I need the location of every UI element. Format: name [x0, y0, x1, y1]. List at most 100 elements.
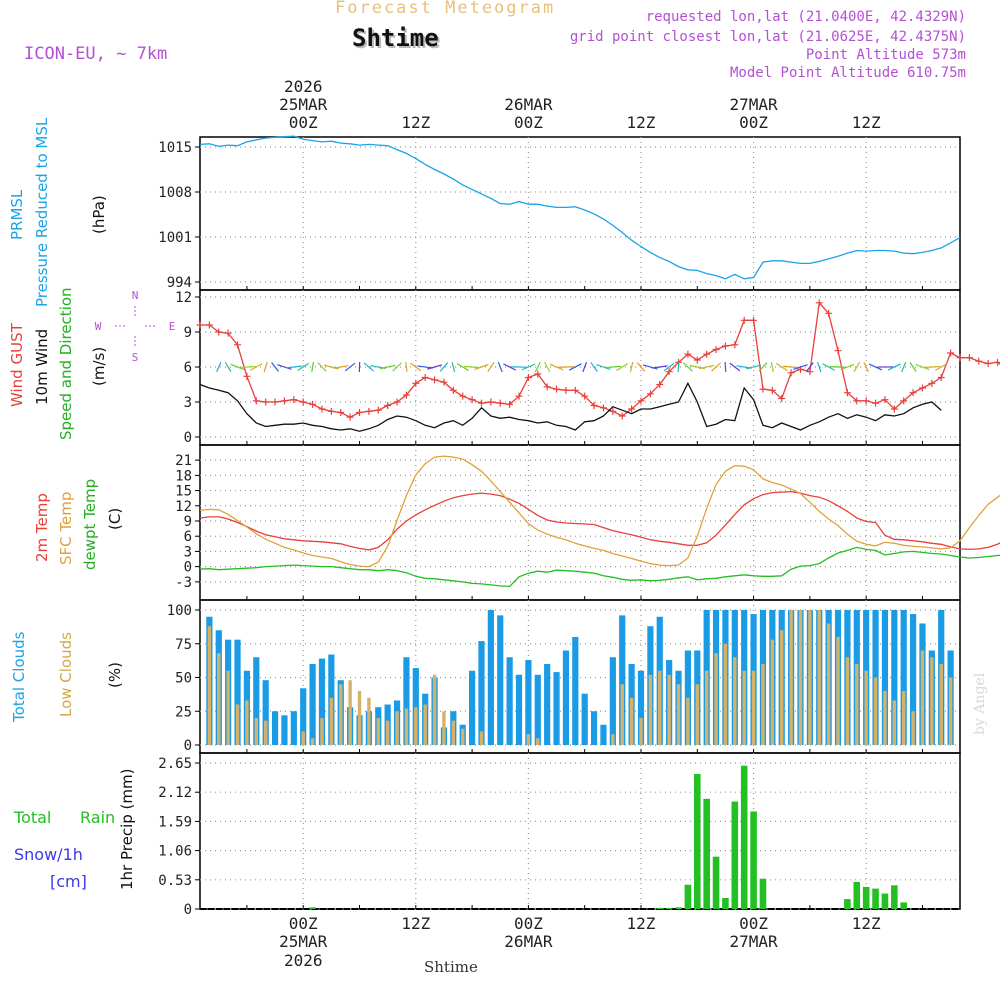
- compass-north: N: [132, 289, 139, 302]
- gust-marker: [843, 389, 851, 397]
- ytick-label: 0: [184, 738, 192, 754]
- gust-marker: [290, 396, 298, 404]
- low-cloud-bar: [385, 720, 390, 745]
- gust-marker: [356, 409, 364, 416]
- gust-marker: [750, 316, 758, 324]
- wind-arrow: [770, 361, 774, 373]
- total-cloud-bar: [309, 664, 316, 745]
- pressure-panel: 994 1001 1008 1015: [158, 135, 961, 291]
- ytick-label: 18: [175, 468, 192, 484]
- ytick-label: 15: [175, 484, 192, 500]
- ytick-label: 1.59: [158, 814, 192, 830]
- low-cloud-bar: [817, 610, 821, 745]
- ytick-label: 1008: [158, 185, 192, 201]
- gust-marker: [571, 386, 579, 394]
- low-cloud-bar: [808, 610, 812, 745]
- total-cloud-bar: [581, 693, 588, 745]
- top-year-label: 2026: [284, 77, 323, 96]
- wind-arrow: [464, 365, 481, 369]
- compass-lines: [113, 304, 157, 348]
- wind10m-line: [199, 381, 942, 432]
- ytick-label: 1015: [158, 140, 192, 156]
- wind-arrow: [783, 365, 800, 369]
- gust-marker: [834, 347, 842, 355]
- wind-arrow: [238, 365, 255, 369]
- wind-arrow: [317, 362, 327, 372]
- gust-marker: [806, 368, 814, 376]
- low-cloud-bar: [217, 653, 221, 745]
- total-cloud-bar: [412, 668, 419, 745]
- gust-marker: [496, 399, 504, 407]
- low-cloud-bar: [667, 674, 671, 745]
- bottom-year-label: 2026: [284, 951, 323, 970]
- wind-arrow: [216, 361, 222, 373]
- wind-arrow: [456, 363, 469, 371]
- gust-marker: [205, 321, 213, 329]
- wind-arrow: [822, 363, 835, 371]
- ytick-label: 25: [175, 704, 192, 720]
- top-time-label: 00Z: [514, 113, 543, 132]
- gust-marker: [609, 407, 617, 415]
- requested-location: requested lon,lat (21.0400E, 42.4329N): [645, 9, 966, 25]
- gust-marker: [271, 398, 279, 406]
- low-cloud-bar: [761, 664, 765, 745]
- ytick-label: 9: [184, 325, 192, 341]
- gust-marker: [994, 358, 1000, 366]
- wind-arrow: [616, 362, 629, 372]
- low-cloud-bar: [620, 684, 624, 745]
- gust-marker: [337, 409, 345, 416]
- gust-marker: [703, 350, 711, 358]
- wind-arrow: [497, 361, 503, 373]
- low-cloud-bar: [629, 697, 634, 745]
- wind-arrow: [224, 362, 232, 372]
- low-cloud-bar: [526, 734, 531, 745]
- wind-arrow: [806, 362, 814, 372]
- low-cloud-bar: [310, 738, 315, 745]
- total-cloud-bar: [525, 659, 532, 745]
- wind-arrow: [230, 363, 245, 371]
- top-date-label: 27MAR: [729, 95, 778, 114]
- gust-marker: [402, 391, 410, 399]
- gust-marker: [965, 354, 973, 362]
- panel-frame: [199, 444, 961, 601]
- low-cloud-bar: [648, 674, 653, 745]
- low-cloud-bar: [742, 670, 746, 745]
- gust-marker: [243, 372, 251, 380]
- low-cloud-bar: [254, 718, 258, 745]
- gust-marker: [543, 383, 551, 391]
- total-cloud-bar: [487, 610, 494, 745]
- wind-arrow: [830, 366, 847, 368]
- rain-bar: [656, 907, 664, 909]
- gust-marker: [224, 329, 232, 337]
- low-cloud-bar: [320, 718, 324, 745]
- ytick-label: 3: [184, 395, 192, 411]
- bottom-time-label: 12Z: [401, 914, 430, 933]
- low-cloud-bar: [873, 677, 878, 745]
- ytick-label: -3: [175, 575, 192, 591]
- low-cloud-bar: [733, 657, 737, 745]
- wind-arrow: [582, 361, 588, 373]
- gust-marker: [309, 400, 317, 408]
- wind-arrow: [590, 362, 598, 372]
- top-time-label: 00Z: [739, 113, 768, 132]
- wind-arrow: [521, 363, 536, 371]
- total-cloud-bar: [637, 670, 645, 745]
- gust-marker: [712, 346, 720, 353]
- gust-marker: [196, 321, 204, 329]
- low-cloud-bar: [226, 670, 230, 745]
- wind-arrow: [901, 361, 907, 373]
- gust-marker: [262, 398, 270, 406]
- low-cloud-bar: [367, 697, 371, 745]
- ytick-label: 1001: [158, 230, 192, 246]
- wind-arrow: [853, 361, 861, 373]
- gust-marker: [534, 370, 542, 378]
- gust-marker: [506, 400, 514, 408]
- top-time-label: 12Z: [852, 113, 881, 132]
- ytick-label: 6: [184, 360, 192, 376]
- wind-arrow: [887, 363, 901, 371]
- low-cloud-bar: [414, 707, 418, 745]
- gust-marker: [872, 399, 880, 407]
- wind-arrow: [534, 361, 541, 373]
- gust-marker: [918, 384, 926, 392]
- ytick-label: 12: [175, 290, 192, 306]
